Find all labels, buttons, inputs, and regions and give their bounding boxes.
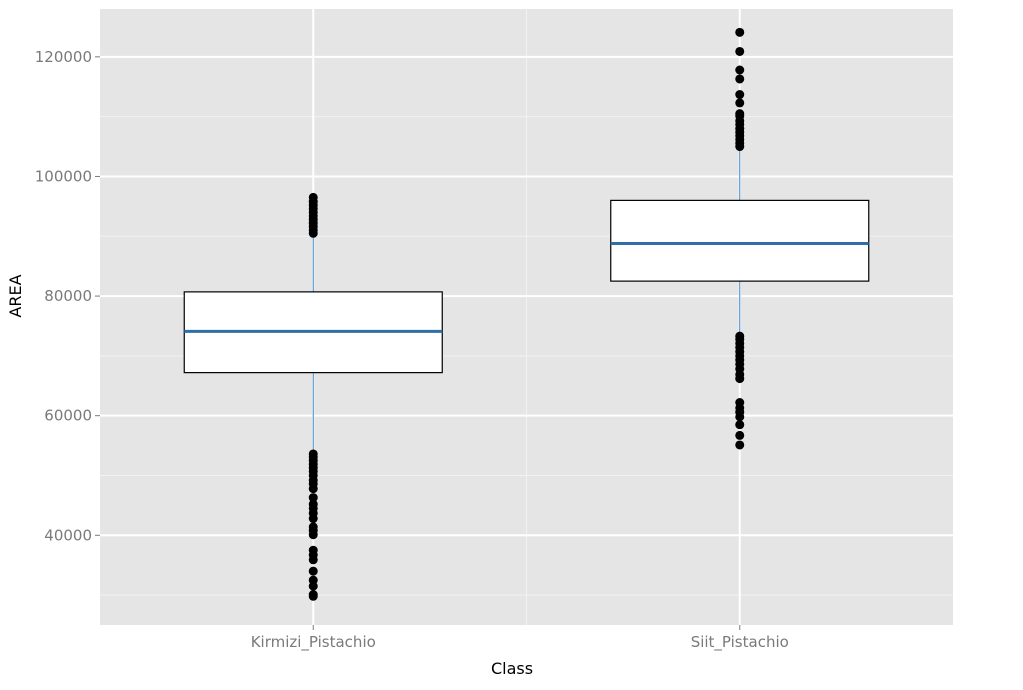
outlier-point xyxy=(308,575,318,585)
outlier-point xyxy=(735,331,745,341)
outlier-point xyxy=(735,90,745,100)
outlier-point xyxy=(735,420,745,430)
axes-layer: 40000 60000 80000 100000 120000 Kirmizi_Pista… xyxy=(35,48,789,652)
outlier-point xyxy=(735,398,745,408)
y-tick-label: 100000 xyxy=(35,167,92,185)
outlier-point xyxy=(308,522,318,532)
box-group xyxy=(183,192,443,601)
outlier-point xyxy=(735,65,745,75)
outlier-point xyxy=(308,192,318,202)
outlier-point xyxy=(308,499,318,509)
y-tick-label: 80000 xyxy=(44,287,92,305)
boxes-layer xyxy=(183,27,870,601)
outlier-point xyxy=(735,440,745,450)
outlier-point xyxy=(735,74,745,84)
outlier-point xyxy=(308,493,318,503)
outlier-point xyxy=(308,566,318,576)
box-body xyxy=(610,199,870,282)
y-tick-label: 120000 xyxy=(35,48,92,66)
x-axis-title: Class xyxy=(491,659,533,678)
y-tick-label: 60000 xyxy=(44,407,92,425)
box-group xyxy=(610,27,870,450)
x-tick-label: Kirmizi_Pistachio xyxy=(251,633,376,652)
y-tick-label: 40000 xyxy=(44,526,92,544)
y-axis-title: AREA xyxy=(6,274,25,317)
outlier-point xyxy=(308,449,318,459)
outlier-point xyxy=(735,98,745,108)
outlier-point xyxy=(308,545,318,555)
outlier-point xyxy=(735,46,745,56)
outlier-point xyxy=(735,430,745,440)
outlier-point xyxy=(735,109,745,119)
outlier-point xyxy=(308,589,318,599)
outlier-point xyxy=(735,27,745,37)
x-tick-label: Siit_Pistachio xyxy=(691,633,789,652)
